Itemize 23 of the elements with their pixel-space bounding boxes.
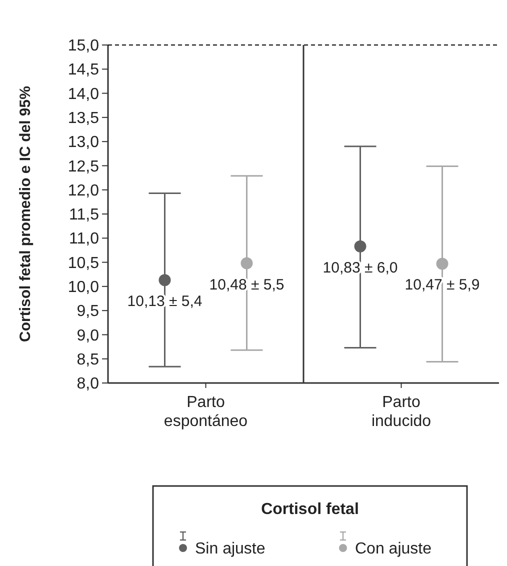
y-tick-label: 10,5 [68, 254, 100, 272]
y-tick-label: 8,5 [76, 351, 100, 368]
y-tick-label: 15,0 [68, 38, 100, 55]
y-tick-label: 8,0 [76, 376, 100, 393]
x-tick-label: Parto inducido [371, 394, 432, 430]
y-tick-label: 12,0 [68, 182, 100, 200]
legend-label: Sin ajuste [195, 540, 266, 558]
y-tick-label: 14,5 [68, 62, 100, 79]
y-tick-label: 13,0 [68, 134, 100, 152]
y-tick-label: 11,0 [69, 230, 100, 248]
x-tick-label: Parto espontáneo [164, 394, 248, 430]
y-tick-label: 10,0 [68, 279, 100, 296]
data-label: 10,48 ± 5,5 [209, 276, 284, 294]
data-label: 10,47 ± 5,9 [404, 276, 480, 294]
y-axis-title: Cortisol fetal promedio e IC del 95% [17, 86, 34, 342]
y-tick-label: 11,5 [69, 206, 100, 224]
legend-title: Cortisol fetal [261, 501, 359, 518]
y-tick-label: 9,5 [76, 303, 100, 320]
legend-label: Con ajuste [355, 540, 432, 558]
y-tick-label: 14,0 [68, 86, 100, 103]
y-tick-label: 9,0 [76, 327, 100, 344]
y-tick-label: 12,5 [68, 158, 100, 176]
y-tick-label: 13,5 [68, 110, 100, 128]
